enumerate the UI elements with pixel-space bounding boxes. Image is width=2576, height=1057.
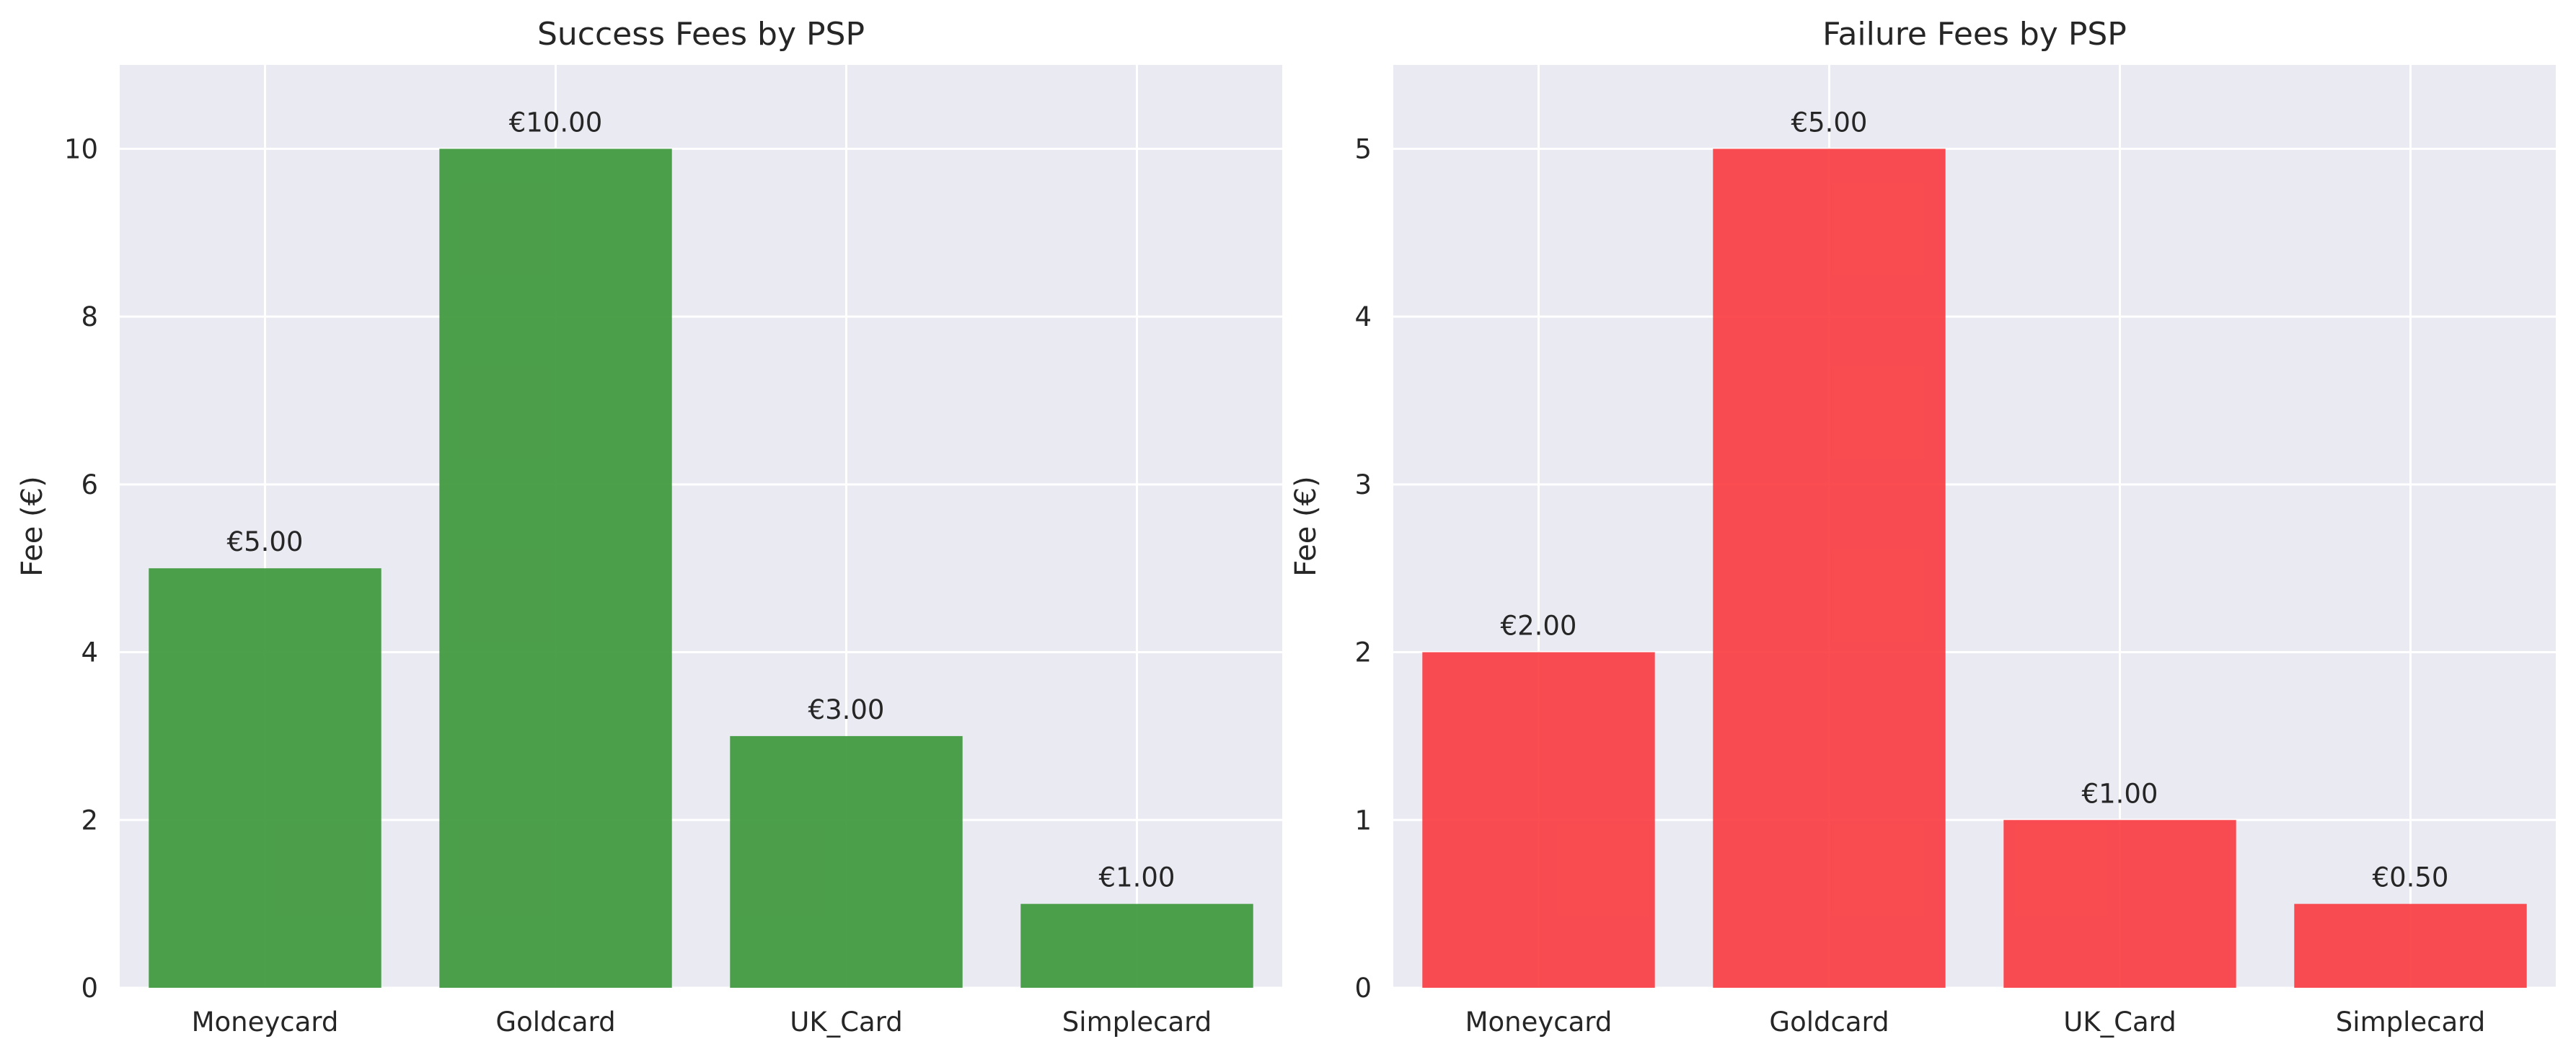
- bar-value-label: €1.00: [1099, 862, 1175, 893]
- bar-moneycard: [149, 568, 381, 988]
- y-tick-label: 2: [81, 805, 98, 836]
- bar-value-label: €5.00: [227, 526, 304, 557]
- bar-moneycard: [1422, 652, 1655, 988]
- x-tick-label: Simplecard: [2336, 1007, 2485, 1038]
- y-tick-label: 3: [1354, 469, 1372, 500]
- chart-title: Success Fees by PSP: [537, 16, 865, 53]
- y-tick-label: 4: [81, 637, 98, 668]
- bar-simplecard: [1020, 903, 1253, 988]
- bar-goldcard: [1713, 149, 1946, 988]
- y-tick-label: 0: [1354, 973, 1372, 1004]
- y-tick-label: 6: [81, 469, 98, 500]
- bar-uk_card: [2003, 820, 2236, 988]
- x-tick-label: Moneycard: [192, 1007, 339, 1038]
- bar-value-label: €0.50: [2373, 862, 2449, 893]
- y-axis-label: Fee (€): [1289, 476, 1323, 576]
- x-tick-label: UK_Card: [2063, 1007, 2176, 1038]
- y-tick-label: 0: [81, 973, 98, 1004]
- y-tick-label: 4: [1354, 301, 1372, 332]
- y-tick-label: 10: [64, 133, 98, 164]
- y-tick-label: 8: [81, 301, 98, 332]
- x-tick-label: Goldcard: [1769, 1007, 1889, 1038]
- bar-simplecard: [2294, 903, 2527, 988]
- y-tick-label: 1: [1354, 805, 1372, 836]
- failure-fees-chart: €2.00 €5.00 €1.00 €0.50 0 1 2 3 4 5 Moneycard Goldc…: [1289, 16, 2556, 1038]
- x-tick-label: Moneycard: [1465, 1007, 1613, 1038]
- y-tick-label: 2: [1354, 637, 1372, 668]
- chart-title: Failure Fees by PSP: [1822, 16, 2127, 53]
- bar-value-label: €5.00: [1791, 107, 1868, 138]
- y-tick-label: 5: [1354, 133, 1372, 164]
- success-fees-chart: €5.00 €10.00 €3.00 €1.00 0 2 4 6 8 10 Moneycard Gol…: [16, 16, 1282, 1038]
- y-axis-label: Fee (€): [16, 476, 49, 576]
- x-tick-label: Simplecard: [1062, 1007, 1212, 1038]
- bar-value-label: €3.00: [808, 694, 885, 725]
- x-tick-label: UK_Card: [790, 1007, 902, 1038]
- bar-value-label: €2.00: [1501, 611, 1577, 642]
- bar-goldcard: [439, 149, 672, 988]
- bar-value-label: €10.00: [509, 107, 602, 138]
- bar-value-label: €1.00: [2082, 778, 2158, 809]
- x-tick-label: Goldcard: [495, 1007, 615, 1038]
- bar-uk_card: [730, 735, 963, 988]
